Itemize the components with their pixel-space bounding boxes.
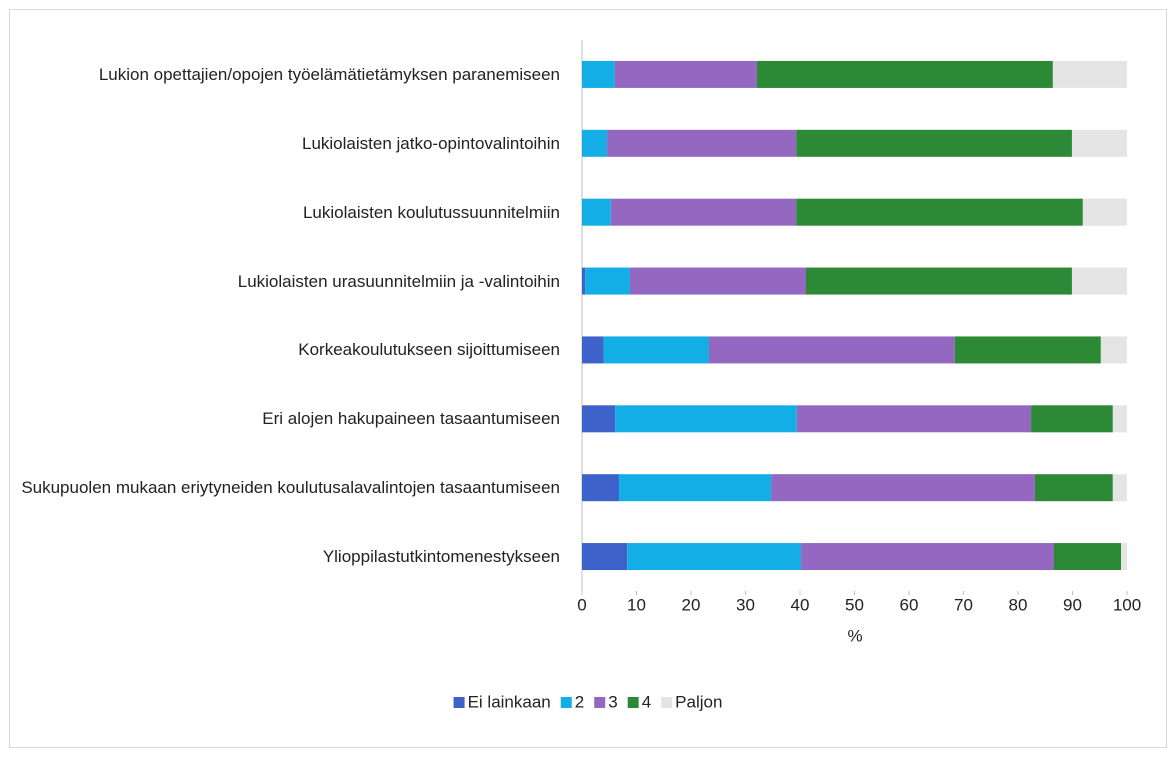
- category-label: Lukiolaisten urasuunnitelmiin ja -valint…: [0, 271, 560, 292]
- bar-segment: [615, 405, 797, 433]
- category-label-text: Lukiolaisten koulutussuunnitelmiin: [302, 202, 560, 222]
- legend-swatch: [661, 697, 673, 708]
- x-tick-label: 10: [627, 595, 646, 614]
- bar-segment: [796, 198, 1083, 226]
- category-label: Lukiolaisten koulutussuunnitelmiin: [0, 202, 560, 223]
- category-label-text: Eri alojen hakupaineen tasaantumiseen: [262, 409, 560, 429]
- category-label: Lukion opettajien/opojen työelämätietämy…: [0, 64, 560, 85]
- bar-segment: [1121, 543, 1127, 571]
- bar-segment: [610, 198, 797, 226]
- category-label-text: Ylioppilastutkintomenestykseen: [322, 547, 560, 567]
- legend-swatch: [594, 697, 606, 708]
- bar-segment: [796, 405, 1032, 433]
- category-label-text: Korkeakoulutukseen sijoittumiseen: [298, 340, 560, 360]
- legend-label: Ei lainkaan: [468, 692, 551, 711]
- bar-segment: [1031, 405, 1113, 433]
- legend-label: 3: [608, 692, 617, 711]
- x-tick-label: 90: [1063, 595, 1082, 614]
- bar-segment: [582, 60, 615, 88]
- x-tick-label: 70: [954, 595, 973, 614]
- category-label: Sukupuolen mukaan eriytyneiden koulutusa…: [0, 477, 560, 498]
- bar-segment: [582, 474, 620, 502]
- category-label-text: Lukiolaisten jatko-opintovalintoihin: [302, 133, 560, 153]
- legend-label: 2: [575, 692, 584, 711]
- bar-segment: [1100, 336, 1127, 364]
- bar-segment: [1112, 474, 1127, 502]
- legend-swatch: [453, 697, 465, 708]
- category-label-text: Lukiolaisten urasuunnitelmiin ja -valint…: [237, 271, 560, 291]
- x-tick-label: 60: [900, 595, 919, 614]
- bar-segment: [607, 129, 797, 157]
- bar-segment: [614, 60, 757, 88]
- bar-segment: [582, 267, 586, 295]
- bar-segment: [582, 336, 604, 364]
- bar-segment: [1052, 60, 1127, 88]
- bar-segment: [603, 336, 709, 364]
- legend-label: 4: [642, 692, 651, 711]
- bar-segment: [805, 267, 1072, 295]
- x-tick-label: 0: [577, 595, 586, 614]
- category-label: Eri alojen hakupaineen tasaantumiseen: [0, 408, 560, 429]
- bar-segment: [619, 474, 772, 502]
- bar-segment: [585, 267, 630, 295]
- category-label: Ylioppilastutkintomenestykseen: [0, 546, 560, 567]
- bar-segment: [771, 474, 1035, 502]
- x-tick-label: 50: [845, 595, 864, 614]
- category-label: Korkeakoulutukseen sijoittumiseen: [0, 339, 560, 360]
- bar-segment: [582, 129, 608, 157]
- bar-segment: [954, 336, 1101, 364]
- category-label-text: Sukupuolen mukaan eriytyneiden koulutusa…: [21, 478, 560, 498]
- x-tick-label: 100: [1113, 595, 1141, 614]
- x-tick-label: 20: [682, 595, 701, 614]
- chart-border: [9, 9, 1167, 748]
- bar-segment: [708, 336, 955, 364]
- legend-label: Paljon: [675, 692, 722, 711]
- bar-segment: [627, 543, 802, 571]
- x-axis-label: %: [847, 626, 862, 645]
- category-label-text: Lukion opettajien/opojen työelämätietämy…: [98, 64, 560, 84]
- bar-segment: [801, 543, 1054, 571]
- category-label: Lukiolaisten jatko-opintovalintoihin: [0, 133, 560, 154]
- x-tick-label: 80: [1009, 595, 1028, 614]
- bar-segment: [582, 405, 616, 433]
- x-tick-label: 40: [791, 595, 810, 614]
- bar-segment: [582, 543, 628, 571]
- legend-swatch: [627, 697, 639, 708]
- bar-segment: [796, 129, 1072, 157]
- bar-segment: [1112, 405, 1127, 433]
- legend-swatch: [560, 697, 572, 708]
- bar-segment: [629, 267, 806, 295]
- bar-segment: [1034, 474, 1113, 502]
- bar-segment: [1071, 267, 1127, 295]
- x-tick-label: 30: [736, 595, 755, 614]
- bar-segment: [1082, 198, 1127, 226]
- bar-segment: [1071, 129, 1127, 157]
- bar-segment: [1053, 543, 1122, 571]
- bar-segment: [756, 60, 1053, 88]
- bar-segment: [582, 198, 611, 226]
